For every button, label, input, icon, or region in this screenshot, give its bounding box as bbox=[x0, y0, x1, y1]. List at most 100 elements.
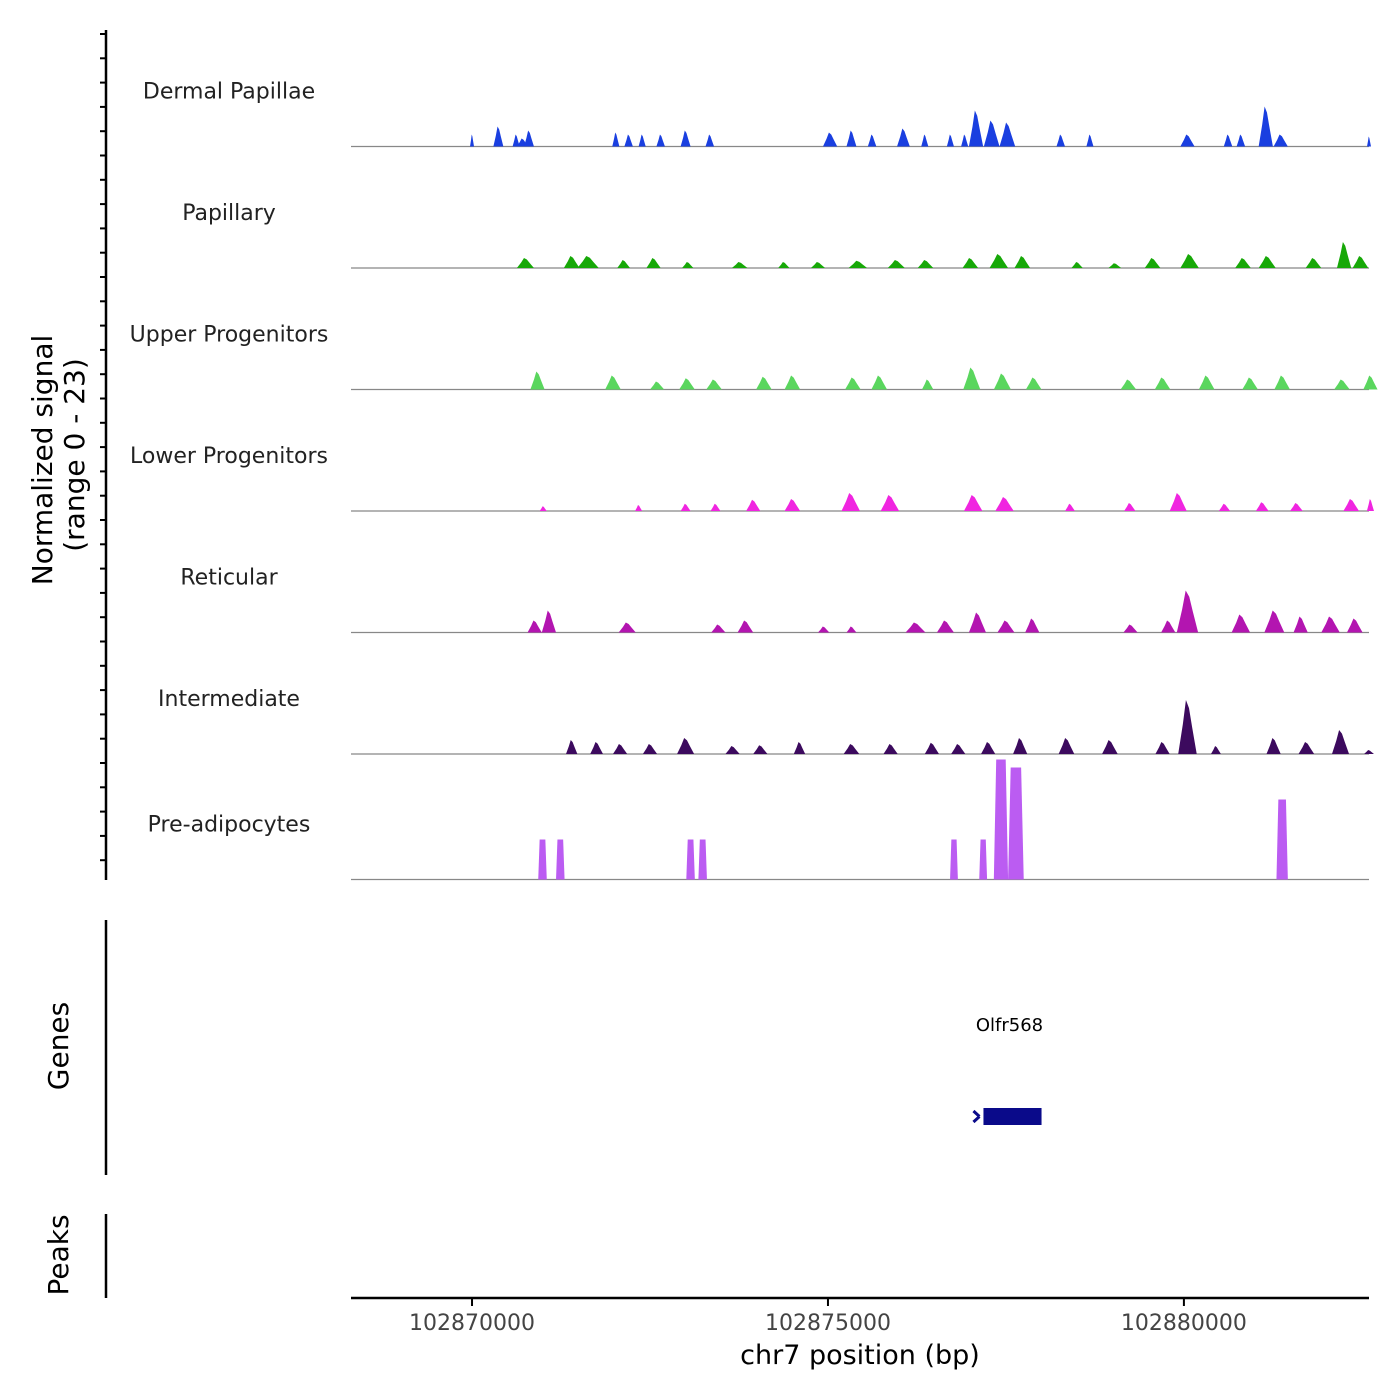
signal-peak bbox=[527, 620, 542, 633]
signal-peak bbox=[1210, 746, 1221, 754]
track-label: Papillary bbox=[182, 201, 276, 226]
signal-peak bbox=[1343, 499, 1360, 511]
signal-peak bbox=[1231, 614, 1251, 633]
signal-peak bbox=[1364, 750, 1374, 754]
signal-peak bbox=[963, 495, 983, 511]
gene-label: Olfr568 bbox=[976, 1015, 1043, 1036]
signal-peak bbox=[905, 622, 926, 633]
track-label: Lower Progenitors bbox=[130, 444, 328, 469]
signal-peak bbox=[1123, 624, 1138, 633]
signal-peak bbox=[1124, 503, 1136, 511]
strand-arrow bbox=[972, 1109, 981, 1124]
signal-peak bbox=[793, 742, 806, 754]
signal-peak bbox=[1274, 375, 1290, 390]
signal-peak bbox=[897, 128, 910, 147]
signal-peak bbox=[725, 746, 740, 754]
signal-peak bbox=[1014, 256, 1031, 268]
x-axis-ticks: 102870000 102875000 102880000 bbox=[409, 1298, 1247, 1336]
gene-olfr568: Olfr568 bbox=[972, 1015, 1043, 1125]
signal-peak bbox=[880, 495, 900, 511]
signal-peak bbox=[1223, 134, 1233, 147]
signal-peak bbox=[556, 839, 565, 880]
track-pre-adipocytes: Pre-adipocytes bbox=[148, 759, 1369, 881]
signal-peak bbox=[951, 744, 966, 754]
x-axis-label: chr7 position (bp) bbox=[740, 1340, 980, 1371]
signal-peak bbox=[981, 742, 996, 754]
signal-peak bbox=[1108, 263, 1122, 268]
signal-peak bbox=[710, 503, 721, 511]
track-dermal-papillae: Dermal Papillae bbox=[143, 80, 1371, 148]
signal-peak bbox=[590, 742, 604, 754]
signal-peak bbox=[538, 839, 547, 880]
signal-peak bbox=[1025, 618, 1040, 633]
signal-peak bbox=[1367, 136, 1371, 147]
genes-track: Olfr568 bbox=[972, 1015, 1043, 1125]
signal-peak bbox=[822, 132, 838, 147]
signal-peak bbox=[950, 839, 958, 880]
signal-peak bbox=[845, 377, 861, 390]
signal-peak bbox=[961, 134, 969, 147]
signal-peak bbox=[638, 134, 646, 147]
signal-peak bbox=[1180, 134, 1195, 147]
signal-peak bbox=[1154, 377, 1171, 390]
signal-peak bbox=[679, 378, 695, 390]
genes-panel-label: Genes bbox=[42, 1002, 75, 1090]
signal-peak bbox=[539, 506, 547, 511]
signal-peak bbox=[846, 626, 857, 633]
coverage-y-ticks bbox=[100, 33, 106, 862]
signal-peak bbox=[516, 258, 534, 268]
signal-peak bbox=[577, 256, 599, 268]
signal-peak bbox=[753, 745, 768, 754]
signal-peak bbox=[968, 110, 984, 147]
signal-peak bbox=[1008, 767, 1024, 880]
signal-peak bbox=[1258, 256, 1276, 268]
signal-peak bbox=[1144, 258, 1161, 268]
gene-body bbox=[983, 1108, 1042, 1125]
signal-peak bbox=[1025, 377, 1042, 390]
signal-peak bbox=[946, 134, 954, 147]
signal-peak bbox=[846, 130, 857, 147]
signal-peak bbox=[1258, 106, 1273, 147]
signal-peak bbox=[682, 262, 694, 268]
x-tick-label: 102870000 bbox=[409, 1311, 535, 1336]
signal-peak bbox=[635, 505, 643, 511]
signal-peak bbox=[1236, 134, 1246, 147]
signal-peak bbox=[698, 839, 707, 880]
y-axis-label: Normalized signal bbox=[26, 335, 59, 586]
signal-peak bbox=[1102, 740, 1118, 754]
signal-peak bbox=[1013, 738, 1028, 754]
signal-peak bbox=[1065, 503, 1075, 511]
signal-peak bbox=[1235, 258, 1251, 268]
signal-peak bbox=[1155, 742, 1170, 754]
signal-peak bbox=[778, 262, 790, 268]
track-label: Pre-adipocytes bbox=[148, 813, 311, 838]
signal-peak bbox=[962, 258, 979, 268]
signal-peak bbox=[470, 134, 475, 147]
signal-peak bbox=[1161, 620, 1176, 633]
signal-peak bbox=[612, 744, 628, 754]
signal-peak bbox=[563, 256, 580, 268]
signal-peak bbox=[530, 371, 545, 390]
signal-peak bbox=[810, 262, 826, 268]
signal-peak bbox=[1071, 262, 1083, 268]
signal-peak bbox=[979, 839, 988, 880]
signal-peak bbox=[1180, 254, 1199, 268]
signal-peak bbox=[1255, 502, 1269, 511]
signal-peak bbox=[1336, 242, 1352, 268]
signal-peak bbox=[1058, 738, 1075, 754]
signal-peak bbox=[624, 134, 633, 147]
signal-peak bbox=[656, 134, 665, 147]
signal-peak bbox=[848, 260, 868, 268]
signal-peak bbox=[887, 260, 905, 268]
signal-peak bbox=[936, 620, 954, 633]
signal-peak bbox=[686, 839, 695, 880]
signal-peak bbox=[1264, 610, 1285, 633]
signal-peak bbox=[642, 744, 658, 754]
signal-peak bbox=[523, 130, 534, 147]
signal-peak bbox=[963, 367, 981, 390]
signal-peak bbox=[1321, 616, 1340, 633]
signal-peak bbox=[1273, 134, 1288, 147]
signal-peak bbox=[817, 626, 830, 633]
signal-peak bbox=[921, 379, 934, 390]
